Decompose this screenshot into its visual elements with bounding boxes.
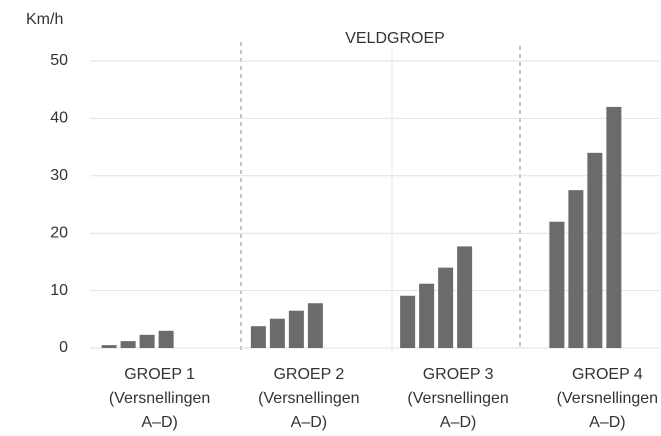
x-tick-label: A–D): [589, 414, 625, 431]
y-tick-label: 40: [50, 110, 68, 127]
bar: [457, 246, 473, 348]
bar: [120, 341, 136, 348]
bar: [606, 106, 622, 348]
bar: [250, 326, 266, 348]
bar: [400, 295, 416, 348]
x-tick-label: (Versnellingen: [258, 390, 359, 407]
y-tick-label: 30: [50, 167, 68, 184]
x-tick-label: GROEP 1: [124, 366, 195, 383]
x-tick-label: (Versnellingen: [557, 390, 658, 407]
bar: [568, 190, 584, 348]
y-tick-label: 0: [59, 339, 68, 356]
x-tick-label: A–D): [440, 414, 476, 431]
y-tick-label: 50: [50, 52, 68, 69]
x-tick-label: (Versnellingen: [407, 390, 508, 407]
bar: [587, 152, 603, 348]
y-tick-label: 20: [50, 224, 68, 241]
x-tick-label: GROEP 4: [572, 366, 643, 383]
bar: [288, 310, 304, 348]
bar: [158, 330, 174, 348]
bar: [139, 334, 155, 348]
bar: [269, 318, 285, 348]
x-tick-label: GROEP 2: [273, 366, 344, 383]
y-axis-label: Km/h: [26, 11, 63, 28]
bar: [101, 345, 117, 348]
bar: [549, 221, 565, 348]
y-tick-label: 10: [50, 282, 68, 299]
x-tick-label: GROEP 3: [423, 366, 494, 383]
bar: [307, 303, 323, 348]
bar: [438, 267, 454, 348]
x-tick-label: A–D): [291, 414, 327, 431]
x-tick-label: (Versnellingen: [109, 390, 210, 407]
x-tick-label: A–D): [141, 414, 177, 431]
bar: [419, 283, 435, 348]
annotation: VELDGROEP: [345, 30, 445, 47]
